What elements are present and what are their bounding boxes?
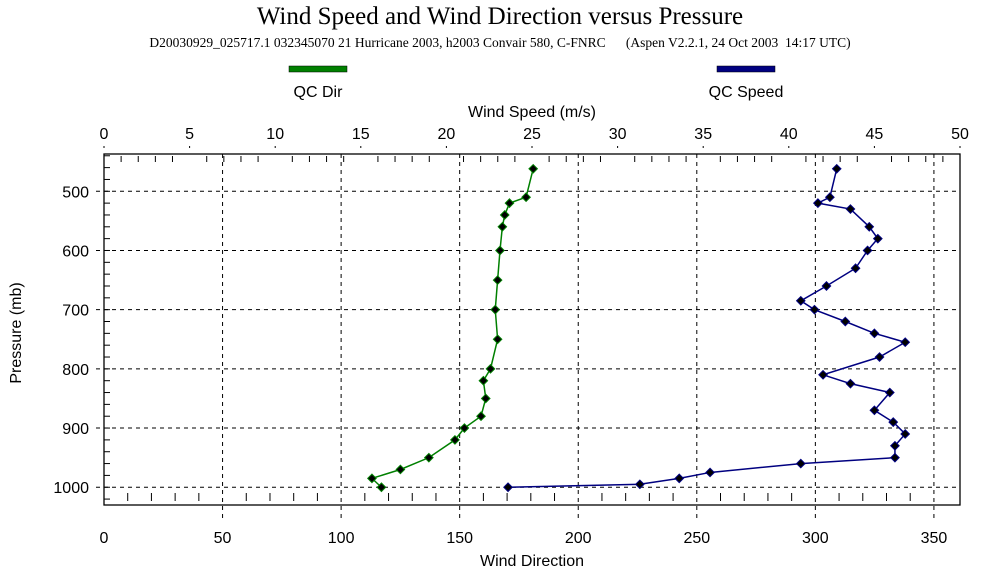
data-point <box>809 304 820 315</box>
data-point <box>528 163 539 174</box>
data-point <box>705 467 715 478</box>
data-point <box>889 440 900 451</box>
data-point <box>376 482 387 493</box>
bottom-axis-label: Wind Direction <box>480 553 584 570</box>
data-point <box>872 233 883 244</box>
data-point <box>818 369 828 380</box>
data-point <box>449 434 460 445</box>
legend: QC Dir QC Speed <box>288 65 784 101</box>
data-point <box>884 387 895 398</box>
data-point <box>889 452 900 463</box>
data-point <box>499 210 510 220</box>
data-point <box>812 198 823 209</box>
bottom-tick-label: 350 <box>921 530 948 547</box>
bottom-tick-label: 250 <box>683 530 710 547</box>
data-point <box>888 417 899 428</box>
data-point <box>497 221 508 232</box>
data-point <box>874 352 885 362</box>
legend-label: QC Speed <box>709 84 784 101</box>
data-point <box>795 458 806 469</box>
bottom-tick-label: 300 <box>802 530 829 547</box>
top-tick-label: 35 <box>694 126 712 143</box>
data-point <box>495 245 505 256</box>
data-point <box>900 337 911 348</box>
data-point <box>423 452 434 463</box>
y-axis-label: Pressure (mb) <box>8 282 25 383</box>
data-point <box>850 263 861 274</box>
data-point <box>490 304 501 315</box>
data-point <box>840 316 851 327</box>
top-tick-label: 20 <box>438 126 456 143</box>
data-point <box>504 198 515 209</box>
data-point <box>864 221 875 232</box>
data-point <box>478 375 489 386</box>
data-point <box>900 429 911 439</box>
legend-swatch <box>716 65 776 73</box>
data-point <box>795 295 806 306</box>
data-point <box>821 281 832 291</box>
bottom-tick-label: 100 <box>328 530 355 547</box>
y-tick-label: 900 <box>62 421 89 438</box>
y-tick-label: 800 <box>62 362 89 379</box>
grid <box>96 154 960 519</box>
data-point <box>869 328 880 339</box>
legend-swatch <box>288 65 348 73</box>
y-tick-label: 700 <box>62 303 89 320</box>
data-point <box>674 473 685 484</box>
data-point <box>459 423 470 434</box>
chart-subtitle: D20030929_025717.1 032345070 21 Hurrican… <box>149 35 850 50</box>
bottom-tick-label: 150 <box>446 530 473 547</box>
series-line-1 <box>508 168 908 488</box>
data-point <box>869 405 880 416</box>
data-point <box>634 479 645 490</box>
data-point <box>480 393 491 404</box>
top-tick-label: 5 <box>185 126 194 143</box>
top-tick-label: 45 <box>866 126 884 143</box>
data-point <box>831 163 842 174</box>
y-tick-label: 600 <box>62 243 89 260</box>
top-tick-label: 30 <box>609 126 627 143</box>
top-tick-label: 50 <box>951 126 969 143</box>
data-point <box>366 473 377 484</box>
data-point <box>485 363 496 374</box>
legend-label: QC Dir <box>294 84 344 101</box>
data-point <box>395 464 406 475</box>
data-point <box>492 275 503 286</box>
top-tick-label: 15 <box>352 126 370 143</box>
top-tick-label: 0 <box>100 126 109 143</box>
bottom-tick-label: 0 <box>100 530 109 547</box>
data-point <box>862 245 873 256</box>
plot-frame <box>103 153 961 506</box>
data-point <box>824 192 835 203</box>
chart-title: Wind Speed and Wind Direction versus Pre… <box>257 3 743 30</box>
y-tick-label: 500 <box>62 184 89 201</box>
data-point <box>845 378 856 389</box>
bottom-tick-label: 50 <box>214 530 232 547</box>
data-point <box>845 204 856 214</box>
top-tick-label: 40 <box>780 126 798 143</box>
data-point <box>503 482 513 493</box>
top-tick-label: 10 <box>266 126 284 143</box>
y-tick-label: 1000 <box>53 480 89 497</box>
top-axis-label: Wind Speed (m/s) <box>468 104 596 121</box>
bottom-tick-label: 200 <box>565 530 592 547</box>
top-tick-label: 25 <box>523 126 541 143</box>
data-point <box>476 411 486 422</box>
data-point <box>521 192 532 203</box>
data-point <box>492 334 503 345</box>
series <box>366 163 911 493</box>
